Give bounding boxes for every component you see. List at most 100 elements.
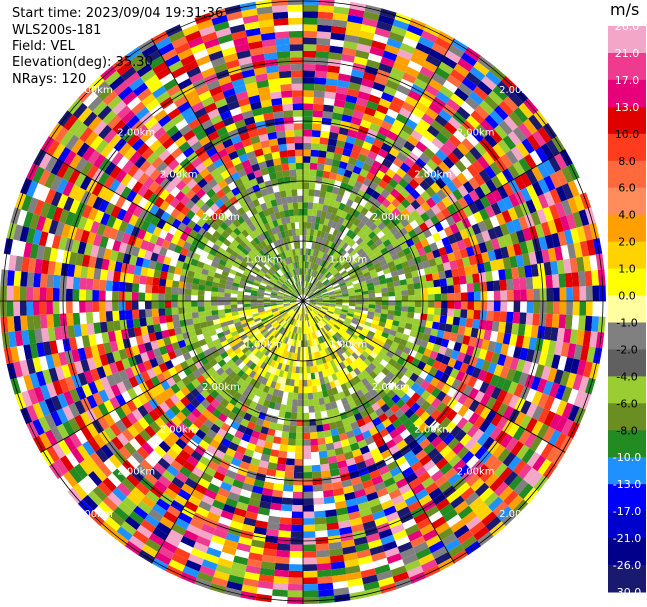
velocity-cell — [318, 589, 334, 597]
velocity-cell — [369, 222, 378, 232]
velocity-cell — [178, 449, 191, 461]
velocity-cell — [367, 330, 376, 337]
velocity-cell — [348, 292, 356, 297]
velocity-cell — [513, 383, 525, 398]
velocity-cell — [99, 311, 107, 323]
velocity-cell — [429, 350, 439, 360]
velocity-cell — [319, 336, 324, 344]
velocity-cell — [378, 412, 389, 423]
velocity-cell — [199, 455, 211, 467]
velocity-cell — [345, 430, 355, 439]
velocity-cell — [316, 315, 322, 321]
velocity-cell — [309, 425, 317, 433]
velocity-cell — [543, 395, 556, 411]
velocity-cell — [290, 332, 295, 340]
velocity-cell — [467, 292, 475, 301]
velocity-cell — [501, 209, 513, 224]
velocity-cell — [250, 354, 258, 363]
velocity-cell — [341, 352, 349, 360]
velocity-cell — [406, 277, 414, 285]
velocity-cell — [390, 523, 405, 535]
velocity-cell — [374, 238, 383, 247]
velocity-cell — [316, 424, 324, 432]
velocity-cell — [305, 320, 308, 328]
velocity-cell — [312, 484, 323, 492]
velocity-cell — [355, 297, 363, 301]
velocity-cell — [513, 301, 521, 313]
velocity-cell — [384, 408, 395, 419]
velocity-cell — [335, 304, 343, 308]
velocity-cell — [319, 275, 325, 282]
velocity-cell — [542, 206, 554, 222]
velocity-cell — [214, 449, 226, 460]
velocity-cell — [281, 431, 290, 439]
velocity-cell — [419, 523, 435, 536]
velocity-cell — [362, 71, 377, 82]
velocity-cell — [404, 369, 414, 379]
velocity-cell — [444, 269, 453, 279]
velocity-cell — [197, 301, 205, 307]
velocity-cell — [217, 301, 225, 306]
velocity-cell — [320, 183, 328, 192]
velocity-cell — [483, 261, 492, 273]
velocity-cell — [347, 156, 358, 166]
velocity-cell — [512, 218, 523, 232]
velocity-cell — [520, 400, 532, 415]
velocity-cell — [277, 390, 284, 398]
velocity-cell — [128, 535, 146, 550]
velocity-cell — [152, 316, 160, 325]
velocity-cell — [316, 230, 322, 238]
velocity-cell — [438, 428, 450, 441]
velocity-cell — [349, 231, 357, 240]
velocity-cell — [341, 53, 355, 63]
velocity-cell — [230, 457, 242, 467]
velocity-cell — [373, 333, 382, 340]
velocity-cell — [408, 178, 420, 190]
velocity-cell — [98, 301, 106, 312]
velocity-cell — [366, 250, 375, 258]
velocity-cell — [298, 320, 301, 328]
velocity-cell — [366, 354, 375, 363]
velocity-cell — [344, 380, 353, 389]
velocity-cell — [456, 446, 470, 460]
velocity-cell — [454, 429, 467, 442]
velocity-cell — [489, 374, 500, 387]
velocity-cell — [376, 570, 393, 581]
velocity-cell — [206, 444, 218, 455]
velocity-cell — [278, 369, 285, 378]
velocity-cell — [404, 322, 413, 330]
velocity-cell — [493, 225, 504, 238]
velocity-cell — [439, 85, 454, 99]
velocity-cell — [334, 447, 344, 456]
velocity-cell — [159, 270, 168, 280]
velocity-cell — [325, 442, 335, 451]
velocity-cell — [303, 202, 309, 209]
velocity-cell — [394, 245, 403, 254]
velocity-cell — [469, 146, 483, 161]
velocity-cell — [359, 84, 373, 95]
velocity-cell — [422, 163, 434, 176]
velocity-cell — [269, 336, 276, 344]
velocity-cell — [214, 418, 225, 429]
velocity-cell — [320, 289, 328, 293]
velocity-cell — [158, 293, 165, 301]
velocity-cell — [334, 342, 341, 349]
velocity-cell — [481, 339, 490, 351]
velocity-cell — [466, 309, 474, 319]
velocity-cell — [356, 380, 365, 390]
velocity-cell — [349, 517, 363, 527]
velocity-cell — [112, 291, 119, 301]
velocity-cell — [194, 444, 207, 456]
velocity-cell — [312, 471, 322, 479]
velocity-cell — [535, 439, 549, 456]
velocity-cell — [450, 93, 465, 107]
velocity-cell — [566, 372, 577, 389]
velocity-cell — [288, 570, 303, 578]
velocity-cell — [380, 283, 388, 289]
velocity-cell — [414, 406, 426, 418]
velocity-cell — [223, 384, 233, 394]
velocity-cell — [287, 445, 296, 453]
velocity-cell — [138, 309, 146, 319]
velocity-cell — [543, 410, 556, 427]
velocity-cell — [158, 308, 166, 317]
